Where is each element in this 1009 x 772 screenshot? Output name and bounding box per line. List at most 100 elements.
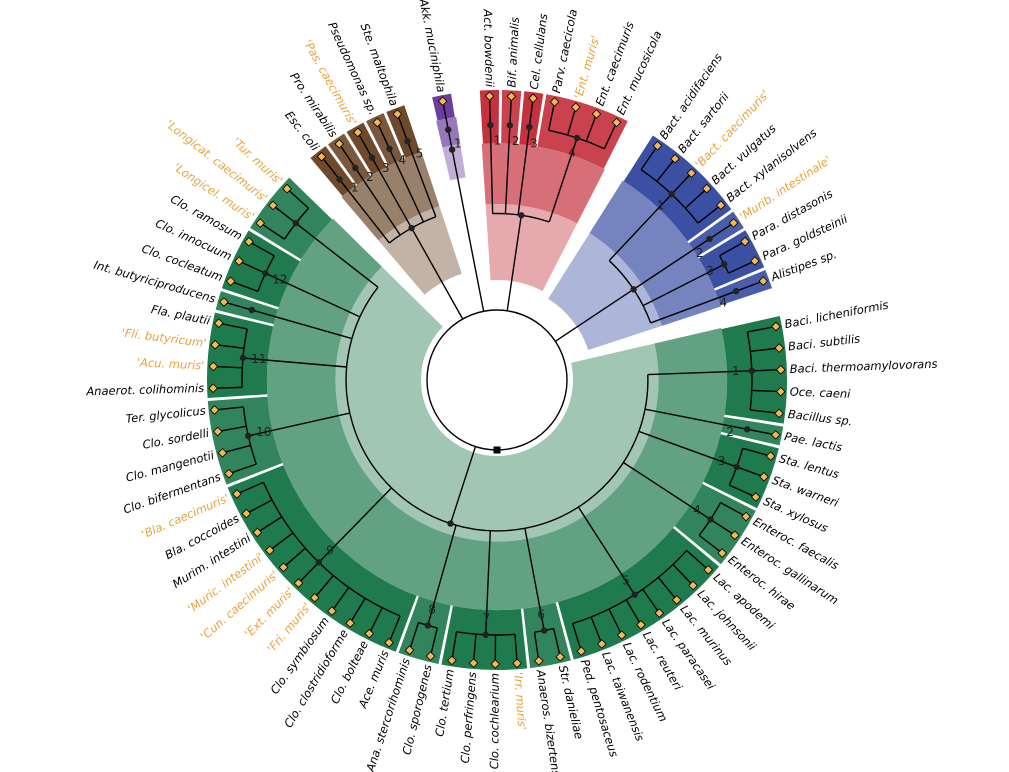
node [748, 367, 756, 375]
branch [638, 430, 737, 468]
clade-band [378, 206, 462, 295]
node [706, 235, 713, 243]
clade-number: 5 [416, 146, 424, 160]
clade-number: 2 [696, 246, 704, 260]
tip-marker [234, 256, 244, 266]
branch [650, 290, 737, 324]
leaf-label: Str. danieliae [556, 664, 586, 740]
node [668, 190, 675, 198]
node [292, 220, 300, 227]
branch [608, 608, 623, 636]
clade-band [557, 528, 720, 660]
leaf-label: 'Acu. muris' [137, 355, 205, 372]
branch [590, 616, 603, 645]
tip-marker [549, 97, 560, 107]
node [386, 145, 393, 152]
tip-marker [264, 545, 275, 556]
branch [265, 272, 361, 318]
leaf-label: Pae. lactis [783, 429, 843, 454]
branch [672, 563, 694, 586]
tip-marker [327, 606, 337, 616]
node [540, 627, 548, 634]
tip-marker [652, 140, 663, 151]
clade-number: 1 [657, 198, 665, 212]
branch [269, 532, 294, 551]
tip-marker [334, 139, 345, 149]
branch [533, 632, 540, 662]
tip-marker [208, 361, 219, 372]
branch [640, 145, 659, 171]
tip-marker [728, 218, 739, 228]
branch [489, 125, 494, 214]
node [732, 287, 740, 295]
tip-marker [688, 580, 698, 591]
branch [256, 516, 283, 534]
tip-marker [384, 637, 394, 648]
branch [622, 461, 711, 520]
clade-number: 12 [272, 272, 287, 286]
branch [388, 615, 401, 643]
branch [331, 587, 350, 612]
leaf-label: Clo. perfringens [458, 671, 480, 763]
tip-marker [268, 200, 278, 211]
branch [625, 599, 642, 626]
leaf-label: Oce. caeni [789, 384, 851, 400]
branch [246, 499, 273, 515]
tip-marker [282, 183, 292, 194]
tip-marker [512, 658, 522, 669]
tip-marker [774, 408, 784, 419]
branch [657, 576, 678, 601]
branch [484, 530, 492, 635]
node [506, 122, 514, 129]
leaf-label: Clo. cochlearium [487, 673, 502, 769]
tip-marker [316, 151, 327, 162]
node [630, 286, 637, 293]
branch [698, 534, 723, 554]
branch [719, 240, 746, 257]
branch [472, 634, 477, 664]
leaf-label: Baci. licheniformis [783, 298, 889, 332]
tip-marker [244, 236, 254, 247]
branch [449, 446, 477, 524]
tip-marker [775, 386, 786, 397]
clade-number: 10 [256, 425, 271, 439]
tip-marker [210, 339, 221, 350]
branch [751, 389, 781, 393]
tip-marker [208, 383, 218, 394]
clade-band [250, 177, 333, 260]
clade-number: 3 [706, 264, 714, 278]
branch [506, 215, 523, 311]
branch [684, 188, 708, 209]
node [336, 176, 343, 183]
branch [442, 101, 449, 130]
tip-marker [774, 343, 785, 353]
node [631, 591, 638, 598]
branch [647, 370, 752, 376]
branch [577, 506, 636, 596]
node [743, 426, 751, 433]
tip-marker [703, 565, 714, 575]
tip-marker [741, 511, 751, 522]
tip-marker [770, 430, 781, 440]
tip-marker [576, 646, 587, 657]
tip-marker [225, 276, 236, 287]
node [721, 261, 728, 268]
branch [251, 309, 353, 340]
branch [349, 597, 366, 624]
clade-band [441, 605, 528, 670]
tip-marker [686, 168, 697, 178]
leaf-label: Ter. glycolicus [125, 403, 206, 425]
tip-marker [224, 468, 234, 479]
tip-marker [255, 218, 266, 228]
tip-marker [213, 318, 224, 328]
branch [514, 634, 518, 664]
root-marker [493, 446, 501, 454]
node [573, 134, 581, 142]
branch [742, 447, 771, 457]
branch [709, 222, 734, 240]
branch [248, 241, 275, 257]
node [733, 463, 740, 471]
clade-band [341, 152, 440, 241]
tip-marker [484, 91, 495, 101]
clade-band [519, 91, 544, 147]
